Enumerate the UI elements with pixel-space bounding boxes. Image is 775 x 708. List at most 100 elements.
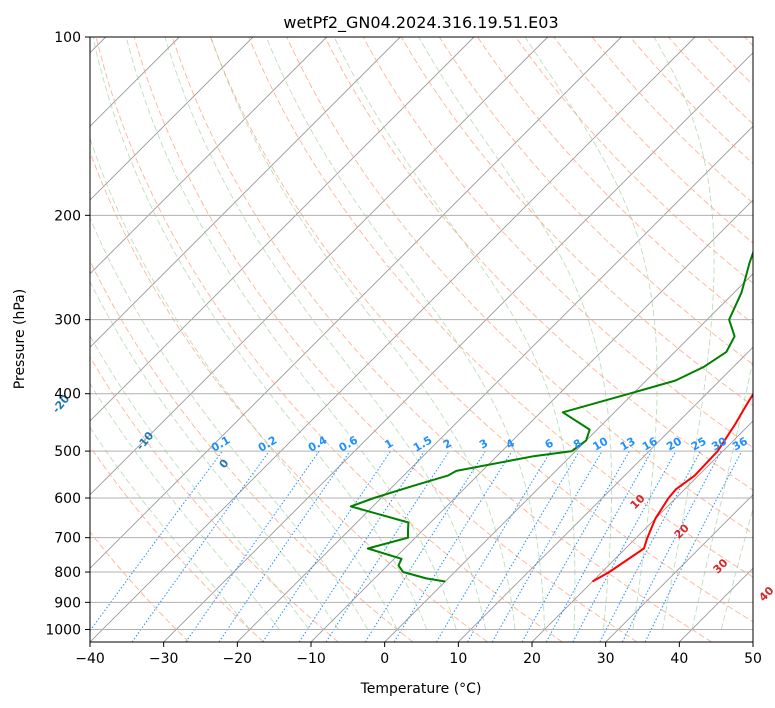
isotherm-line (90, 37, 549, 496)
moist-adiabat-line (691, 358, 753, 630)
mixing-ratio-line (435, 450, 552, 642)
moist-adiabat-line (524, 37, 658, 630)
isotherm-line (163, 52, 753, 642)
y-tick-label: 300 (54, 313, 81, 329)
dry-adiabat-line (400, 37, 753, 407)
y-tick-label: 800 (54, 565, 81, 581)
x-tick-label: −30 (149, 651, 179, 667)
plot-frame (89, 36, 754, 643)
x-tick-label: 30 (597, 651, 615, 667)
background-lines (90, 37, 753, 642)
mixing-ratio-line (298, 450, 425, 642)
isotherm-line (384, 273, 753, 642)
moist-adiabat-line (90, 426, 251, 630)
moist-adiabat-line (90, 136, 398, 630)
dry-adiabat-line (133, 37, 638, 642)
x-tick-label: 10 (449, 651, 467, 667)
mixing-ratio-line (467, 450, 580, 642)
moist-adiabat-line (210, 37, 516, 630)
dry-adiabat-line (477, 37, 753, 325)
x-tick-label: 40 (670, 651, 688, 667)
moist-adiabat-line (720, 506, 753, 630)
y-tick-label: 600 (54, 491, 81, 507)
isotherm-line (752, 641, 753, 642)
mixing-ratio-line (364, 450, 486, 642)
isotherm-line (531, 420, 753, 642)
isotherm-line (605, 494, 753, 642)
dry-adiabat-line (286, 37, 753, 534)
y-axis-label: Pressure (hPa) (12, 289, 28, 389)
dry-adiabat-line (90, 356, 339, 642)
moist-adiabat-line (164, 37, 487, 630)
dry-adiabat-line (515, 37, 753, 284)
x-tick-label: 50 (744, 651, 762, 667)
chart-title: wetPf2_GN04.2024.316.19.51.E03 (283, 13, 558, 33)
y-tick-label: 100 (54, 30, 81, 46)
moist-adiabat-line (125, 37, 457, 630)
mixing-ratio-line (644, 450, 743, 642)
pressure-grid (90, 37, 753, 630)
moist-adiabat-line (92, 37, 428, 630)
x-tick-label: 0 (380, 651, 389, 667)
isotherm-line (90, 37, 328, 275)
mixing-ratio-label: 6 (543, 436, 556, 451)
mixing-ratio-line (521, 450, 630, 642)
y-tick-label: 400 (54, 387, 81, 403)
moist-adiabat-line (90, 383, 280, 630)
dry-adiabat-line (553, 37, 753, 244)
isotherm-line (678, 567, 753, 642)
dry-adiabat-line (95, 37, 563, 642)
dry-adiabat-line (706, 37, 753, 86)
dry-adiabat-line (744, 37, 753, 47)
x-ticks: −40 −30 −20 −10 0 10 20 30 40 50 (75, 642, 762, 667)
isotherm-line (457, 346, 753, 642)
dry-adiabat-line (210, 37, 753, 623)
mixing-ratio-line (393, 450, 513, 642)
y-tick-label: 700 (54, 531, 81, 547)
mixing-ratio-line (185, 450, 320, 642)
y-tick-label: 500 (54, 444, 81, 460)
profile-line (592, 392, 753, 583)
x-axis-label: Temperature (°C) (360, 681, 482, 697)
isotherm-line (90, 37, 622, 569)
x-tick-label: 20 (523, 651, 541, 667)
isotherm-line (90, 37, 401, 348)
mixing-ratio-line (90, 450, 223, 632)
moist-adiabat-line (418, 37, 613, 630)
mixing-ratio-label: 3 (477, 437, 490, 452)
mixing-ratio-line (262, 450, 392, 642)
isotherm-line (90, 37, 254, 201)
dry-adiabat-line (90, 531, 190, 642)
y-tick-label: 1000 (45, 622, 81, 638)
mixing-ratio-line (131, 450, 270, 642)
dry-adiabat-line (439, 37, 753, 365)
moist-adiabat-line (265, 37, 546, 630)
isotherm-line (236, 125, 753, 642)
y-tick-label: 200 (54, 208, 81, 224)
moist-adiabat-line (90, 216, 369, 630)
mixing-ratio-line (621, 450, 722, 642)
dry-adiabat-line (591, 37, 753, 204)
dry-adiabat-line (248, 37, 753, 578)
mixing-ratio-line (545, 450, 653, 642)
dry-adiabat-line (668, 37, 753, 125)
dry-adiabat-line (171, 37, 712, 642)
moist-adiabat-label: 40 (756, 584, 775, 604)
dry-adiabat-line (90, 445, 264, 642)
mixing-ratio-label: 2 (441, 437, 454, 452)
isotherm-line (310, 199, 753, 642)
moist-adiabat-label: 10 (628, 492, 648, 512)
dry-adiabat-line (90, 259, 414, 642)
profile-line (349, 250, 753, 583)
mixing-ratio-line (218, 450, 351, 642)
moist-adiabat-label: 30 (711, 556, 731, 576)
isotherm-line (90, 37, 696, 642)
mixing-ratio-line (572, 450, 677, 642)
x-tick-label: −40 (75, 651, 105, 667)
mixing-ratio-label: 4 (504, 436, 517, 451)
dry-adiabat-label: -10 (134, 429, 157, 453)
mixing-ratio-line (325, 450, 450, 642)
isotherm-line (90, 37, 475, 422)
